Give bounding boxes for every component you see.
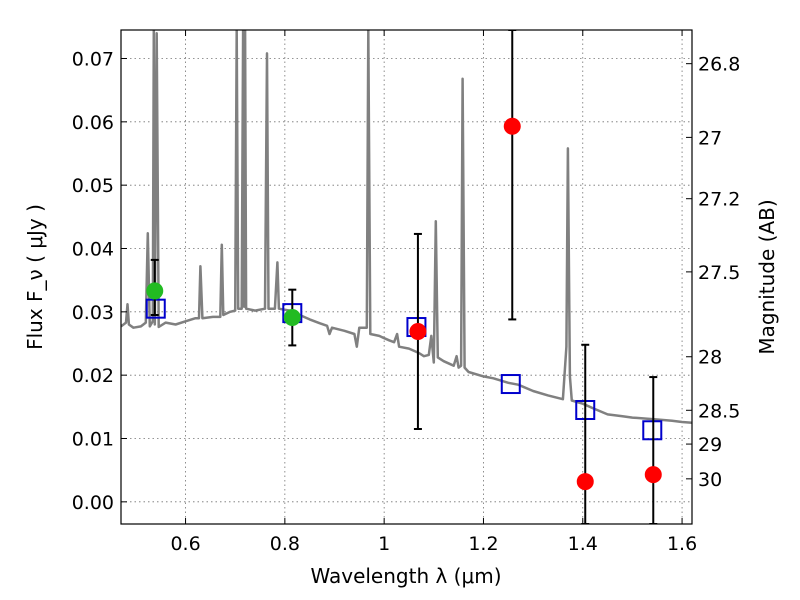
photometry-point bbox=[409, 322, 427, 340]
y-axis-label: Flux F_ν ( μJy ) bbox=[23, 204, 47, 350]
x-tick-label: 1 bbox=[378, 533, 390, 555]
photometry-point bbox=[146, 282, 164, 300]
y-tick-label: 0.06 bbox=[72, 112, 114, 134]
y-right-tick-label: 27.5 bbox=[698, 262, 740, 284]
grid bbox=[121, 30, 692, 524]
x-tick-label: 1.4 bbox=[568, 533, 598, 555]
y-tick-label: 0.00 bbox=[72, 492, 114, 514]
y-right-tick-label: 28.5 bbox=[698, 400, 740, 422]
y-tick-label: 0.05 bbox=[72, 175, 114, 197]
y-tick-label: 0.03 bbox=[72, 302, 114, 324]
y-tick-label: 0.07 bbox=[72, 49, 114, 71]
x-tick-label: 0.6 bbox=[170, 533, 200, 555]
y-right-tick-label: 28 bbox=[698, 347, 722, 369]
x-axis-label: Wavelength λ (μm) bbox=[310, 564, 501, 588]
plot-area bbox=[121, 30, 692, 524]
photometry-point bbox=[283, 309, 301, 327]
photometry-point bbox=[503, 117, 521, 135]
x-tick-label: 1.6 bbox=[667, 533, 697, 555]
model-square-point bbox=[500, 374, 521, 395]
photometry-point bbox=[576, 473, 594, 491]
y-right-tick-label: 27.2 bbox=[698, 189, 740, 211]
y-right-tick-label: 29 bbox=[698, 434, 722, 456]
y-right-axis-label: Magnitude (AB) bbox=[755, 199, 779, 354]
x-tick-label: 1.2 bbox=[468, 533, 498, 555]
spectrum-line bbox=[121, 30, 692, 424]
ticks: 0.6 0.8 1 1.2 1.4 1.6 0.00 0.01 0.02 0.03 0.04 0.05… bbox=[72, 30, 740, 555]
y-tick-label: 0.04 bbox=[72, 239, 114, 261]
photometry-point bbox=[644, 466, 662, 484]
plot-frame bbox=[120, 29, 693, 525]
x-tick-label: 0.8 bbox=[270, 533, 300, 555]
y-tick-label: 0.02 bbox=[72, 365, 114, 387]
y-tick-label: 0.01 bbox=[72, 429, 114, 451]
y-right-tick-label: 26.8 bbox=[698, 54, 740, 76]
y-right-tick-label: 30 bbox=[698, 469, 722, 491]
y-right-tick-label: 27 bbox=[698, 127, 722, 149]
